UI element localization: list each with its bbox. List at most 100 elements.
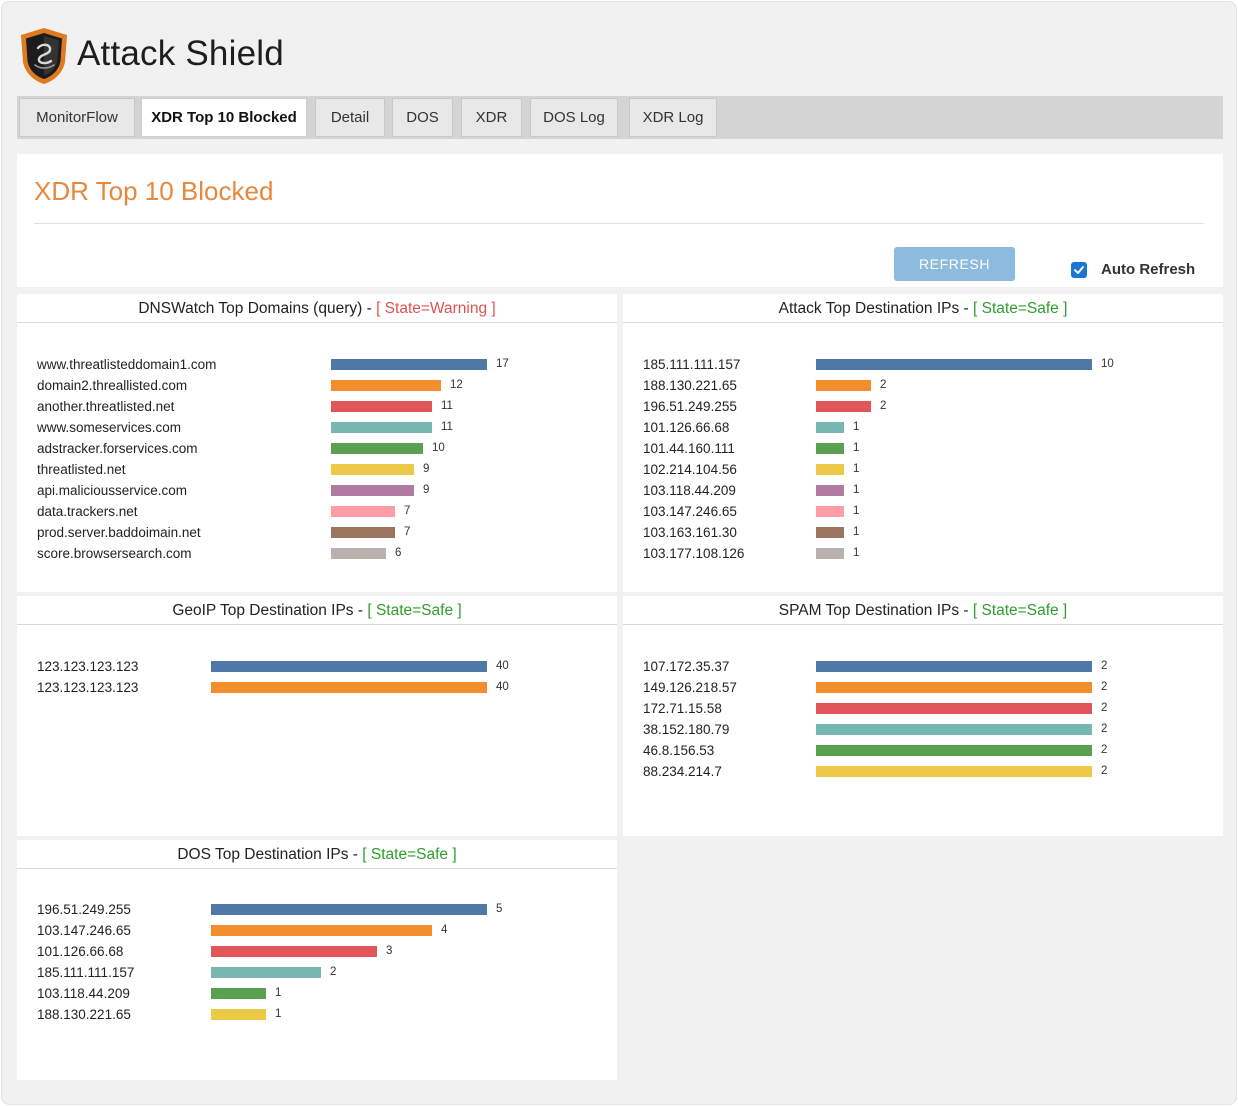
bar-label: prod.server.baddoimain.net (37, 525, 201, 540)
bar-row: 188.130.221.65 1 (17, 1004, 617, 1025)
bar-label: threatlisted.net (37, 462, 126, 477)
bar (816, 485, 844, 496)
bar-value-label: 10 (1101, 358, 1114, 370)
bar-label: score.browsersearch.com (37, 546, 192, 561)
auto-refresh-checkbox[interactable] (1071, 261, 1087, 278)
bar-row: www.someservices.com 11 (17, 417, 617, 438)
card-title-text: DOS Top Destination IPs - (177, 846, 363, 863)
tab-dos[interactable]: DOS (392, 98, 453, 137)
bar-label: 103.163.161.30 (643, 525, 737, 540)
bar-row: prod.server.baddoimain.net 7 (17, 522, 617, 543)
bar (816, 422, 844, 433)
bar-row: 103.177.108.126 1 (623, 543, 1223, 564)
tab-xdr-top-10-blocked[interactable]: XDR Top 10 Blocked (141, 98, 307, 137)
bar-row: domain2.threallisted.com 12 (17, 375, 617, 396)
bar (816, 703, 1092, 714)
bar-row: 123.123.123.123 40 (17, 656, 617, 677)
bar (211, 682, 487, 693)
auto-refresh-label: Auto Refresh (1101, 261, 1196, 278)
bar-label: 103.118.44.209 (643, 483, 736, 498)
bar (331, 422, 432, 433)
bar-value-label: 2 (1101, 744, 1108, 756)
page-header-panel: XDR Top 10 Blocked REFRESH Auto Refresh (17, 154, 1223, 287)
bar-value-label: 40 (496, 681, 509, 693)
bar-value-label: 2 (1101, 660, 1108, 672)
bar-label: 102.214.104.56 (643, 462, 737, 477)
card-title: DOS Top Destination IPs - [ State=Safe ] (17, 846, 617, 864)
shield-logo-icon (21, 28, 67, 84)
bar (331, 485, 414, 496)
bar-label: www.someservices.com (37, 420, 182, 435)
bar (816, 527, 844, 538)
bar-label: 101.126.66.68 (37, 944, 124, 959)
bar-row: score.browsersearch.com 6 (17, 543, 617, 564)
bar-label: 103.177.108.126 (643, 546, 745, 561)
bar-label: 107.172.35.37 (643, 659, 730, 674)
bar-row: 149.126.218.57 2 (623, 677, 1223, 698)
bar-label: 101.126.66.68 (643, 420, 730, 435)
tab-bar: MonitorFlow XDR Top 10 Blocked Detail DO… (17, 96, 1223, 139)
auto-refresh-control[interactable]: Auto Refresh (1071, 261, 1195, 278)
card-divider (623, 322, 1223, 323)
bar (816, 766, 1092, 777)
bar (331, 380, 441, 391)
app-title: Attack Shield (77, 34, 284, 73)
bar-value-label: 1 (853, 442, 860, 454)
bar-value-label: 1 (275, 987, 282, 999)
bar-value-label: 4 (441, 924, 448, 936)
checkmark-icon (1074, 265, 1084, 274)
tab-xdr-log[interactable]: XDR Log (629, 98, 717, 137)
bar-label: 103.118.44.209 (37, 986, 130, 1001)
bar (211, 1009, 266, 1020)
bar-value-label: 2 (1101, 765, 1108, 777)
bar-row: 101.126.66.68 1 (623, 417, 1223, 438)
bar-value-label: 17 (496, 358, 509, 370)
tab-detail[interactable]: Detail (315, 98, 385, 137)
card-title: SPAM Top Destination IPs - [ State=Safe … (623, 602, 1223, 620)
bar-value-label: 2 (880, 379, 887, 391)
bar (816, 464, 844, 475)
card-title-text: DNSWatch Top Domains (query) - (138, 300, 377, 317)
bar-row: 172.71.15.58 2 (623, 698, 1223, 719)
card-title-text: Attack Top Destination IPs - (778, 300, 974, 317)
card-title: DNSWatch Top Domains (query) - [ State=W… (17, 300, 617, 318)
bar-label: 123.123.123.123 (37, 659, 139, 674)
bar-label: 123.123.123.123 (37, 680, 139, 695)
bar-row: data.trackers.net 7 (17, 501, 617, 522)
card-divider (623, 624, 1223, 625)
bar-row: 38.152.180.79 2 (623, 719, 1223, 740)
bar-label: 196.51.249.255 (643, 399, 737, 414)
card-divider (17, 322, 617, 323)
bar (816, 661, 1092, 672)
tab-dos-log[interactable]: DOS Log (530, 98, 618, 137)
bar-row: 102.214.104.56 1 (623, 459, 1223, 480)
state-badge: [ State=Safe ] (367, 602, 462, 619)
bar (331, 443, 423, 454)
bar-label: 103.147.246.65 (37, 923, 131, 938)
bar (331, 548, 386, 559)
bar-label: 196.51.249.255 (37, 902, 131, 917)
bar-row: 103.118.44.209 1 (17, 983, 617, 1004)
bar-value-label: 9 (423, 463, 430, 475)
bar (211, 946, 377, 957)
bar-label: 46.8.156.53 (643, 743, 715, 758)
bar (331, 506, 395, 517)
bar-label: 38.152.180.79 (643, 722, 730, 737)
tab-xdr[interactable]: XDR (461, 98, 522, 137)
bar (211, 661, 487, 672)
bar-label: 149.126.218.57 (643, 680, 737, 695)
bar-row: 46.8.156.53 2 (623, 740, 1223, 761)
spam-top-destination-ips-card: SPAM Top Destination IPs - [ State=Safe … (623, 596, 1223, 836)
bar-row: 101.126.66.68 3 (17, 941, 617, 962)
card-divider (17, 868, 617, 869)
dnswatch-top-domains-card: DNSWatch Top Domains (query) - [ State=W… (17, 294, 617, 592)
refresh-button[interactable]: REFRESH (894, 247, 1015, 281)
attack-top-destination-ips-card: Attack Top Destination IPs - [ State=Saf… (623, 294, 1223, 592)
card-title: Attack Top Destination IPs - [ State=Saf… (623, 300, 1223, 318)
tab-monitorflow[interactable]: MonitorFlow (19, 98, 135, 137)
bar (816, 401, 871, 412)
bar (331, 527, 395, 538)
bar-value-label: 2 (1101, 723, 1108, 735)
state-badge: [ State=Warning ] (376, 300, 496, 317)
